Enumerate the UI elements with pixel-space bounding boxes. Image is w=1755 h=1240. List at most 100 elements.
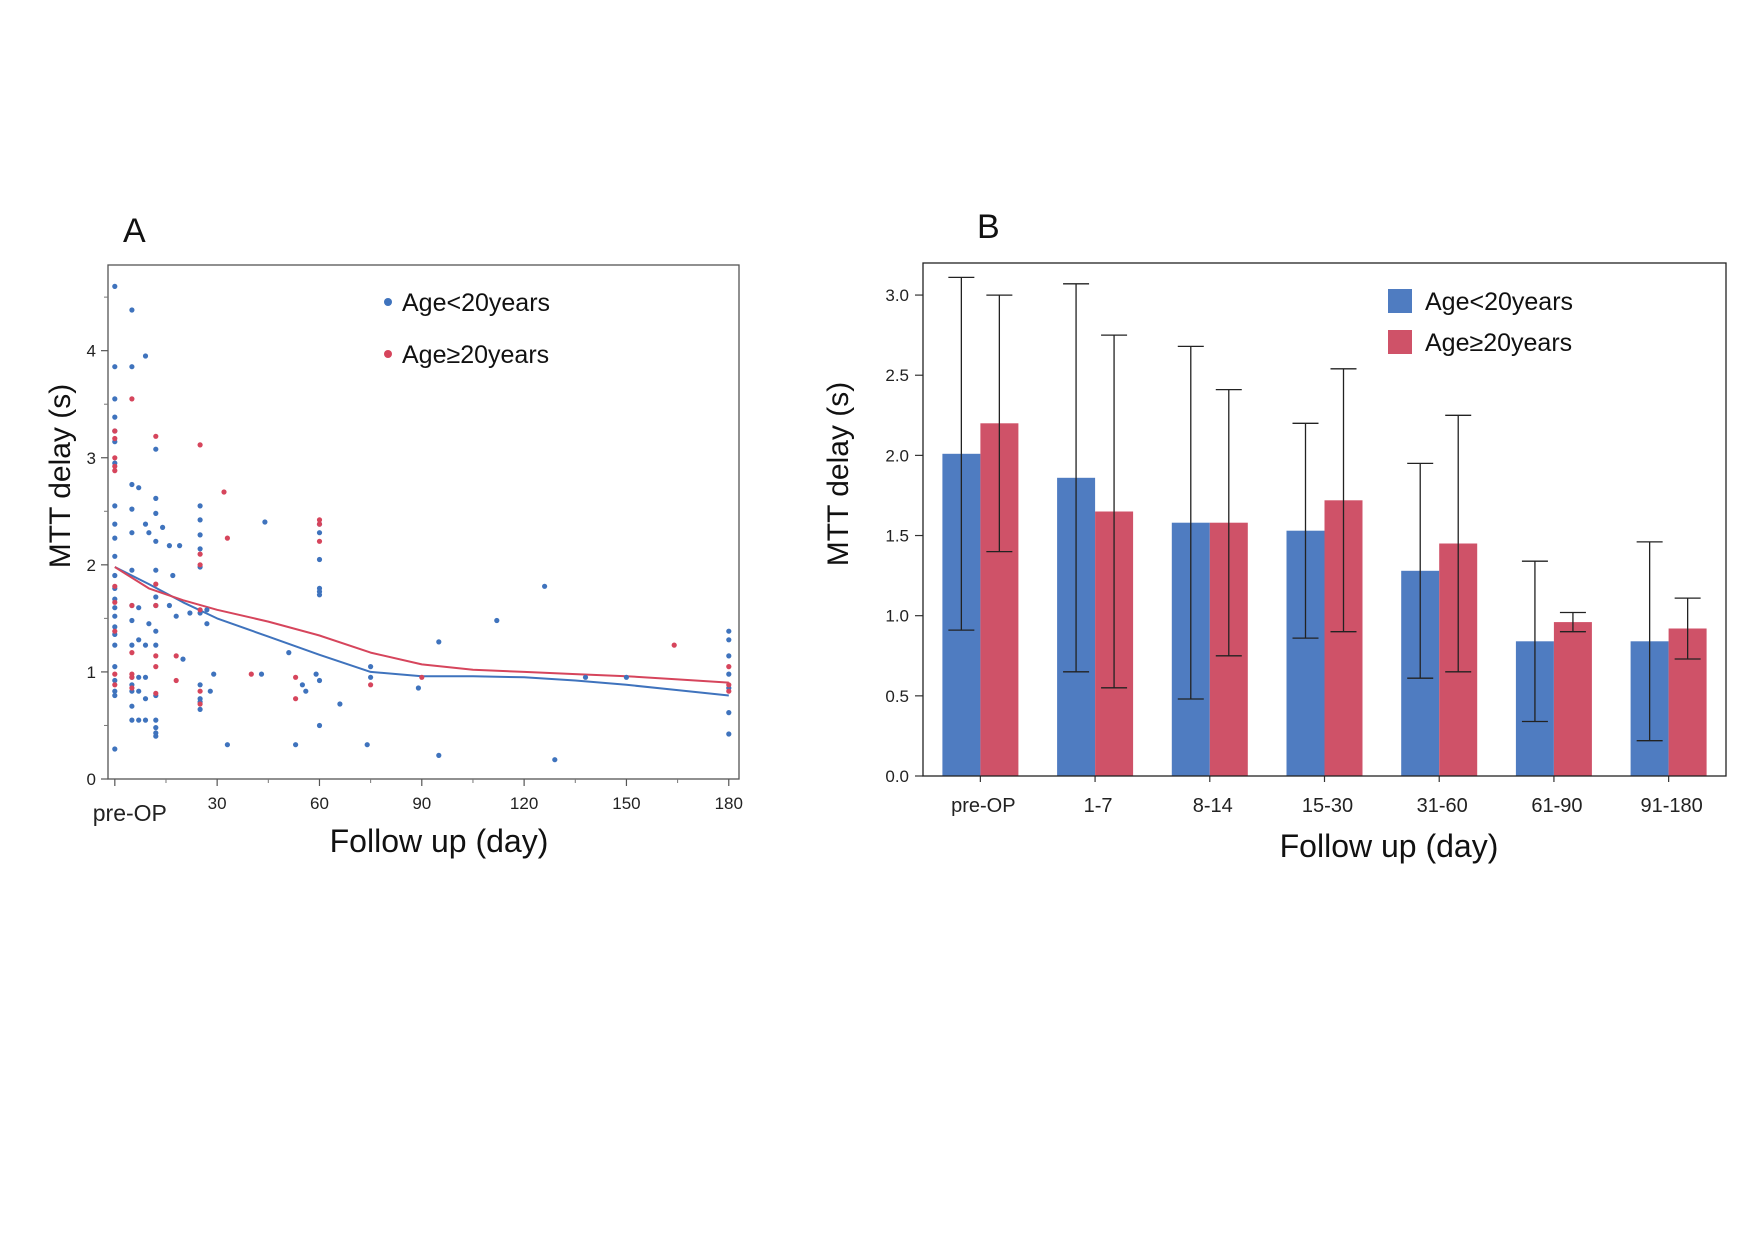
panel-a-point-s1-5	[112, 583, 118, 589]
panel-a-point-s1-1	[112, 435, 118, 442]
panel-a-point-s1-8	[112, 671, 118, 677]
panel-a-point-s0-118	[726, 653, 732, 659]
panel-a-point-s0-62	[153, 717, 159, 723]
panel-b-x-tick-label-6: 91-180	[1641, 795, 1703, 817]
panel-a-point-s1-31	[224, 535, 230, 541]
panel-a-point-s0-91	[286, 650, 292, 656]
panel-a-point-s1-41	[726, 664, 732, 670]
panel-a-point-s0-18	[112, 642, 118, 648]
panel-a-point-s0-77	[197, 546, 203, 552]
panel-a-point-s0-44	[142, 353, 149, 359]
panel-a-point-s0-48	[142, 696, 149, 702]
panel-a-point-s0-54	[153, 510, 159, 516]
panel-a-point-s0-23	[112, 746, 118, 752]
panel-a-point-s1-37	[316, 538, 323, 544]
panel-a-point-s1-24	[197, 442, 203, 448]
panel-a-point-s1-36	[316, 521, 323, 527]
panel-a-points	[112, 283, 732, 763]
panel-a-x-tick-label-2: 60	[310, 794, 329, 813]
panel-a-point-s0-84	[204, 607, 210, 613]
panel-a-point-s0-53	[153, 495, 159, 501]
panel-a-x-tick-label-6: 180	[715, 794, 743, 813]
panel-a-point-s0-74	[197, 503, 203, 509]
panel-a-y-tick-label-2: 2	[87, 556, 96, 575]
panel-a-point-s0-16	[112, 624, 118, 630]
panel-a-point-s0-97	[316, 530, 323, 536]
panel-a-point-s0-28	[129, 530, 135, 536]
panel-a-point-s0-11	[112, 572, 118, 579]
panel-a-legend-marker-over20	[384, 350, 392, 358]
panel-a-x-tick-label-4: 120	[510, 794, 538, 813]
panel-a-point-s0-1	[112, 364, 118, 370]
panel-a-point-s1-0	[112, 428, 118, 434]
panel-a-point-s0-75	[197, 517, 203, 523]
panel-a-point-s1-32	[248, 671, 254, 677]
panel-a-point-s0-32	[129, 642, 135, 648]
panel-a-point-s0-14	[112, 605, 118, 611]
panel-b-label: B	[977, 208, 1000, 246]
panel-b-error-bars	[948, 276, 1701, 742]
panel-a-point-s0-38	[136, 485, 142, 491]
panel-a-point-s0-98	[316, 556, 323, 563]
panel-a-point-s0-115	[623, 674, 630, 680]
panel-a-point-s0-31	[129, 617, 135, 624]
panel-b-y-tick-label-6: 3.0	[885, 286, 909, 305]
panel-a-point-s0-88	[224, 742, 230, 748]
panel-a-x-tick-label-1: 30	[208, 794, 227, 813]
panel-b-legend-label-over20: Age≥20years	[1425, 329, 1572, 357]
panel-a-point-s1-16	[153, 433, 159, 439]
panel-a-point-s0-59	[153, 628, 159, 634]
panel-a-point-s1-18	[153, 602, 159, 609]
panel-a-axis-ticks: 0 1 2 3 4 pre-OP 30 60 90 120 150 180	[87, 296, 743, 826]
panel-a-point-s0-112	[542, 583, 548, 589]
panel-a-point-s1-39	[419, 674, 425, 680]
panel-a-point-s0-85	[204, 621, 210, 627]
panel-a-point-s1-26	[197, 562, 203, 568]
panel-a-point-s1-33	[293, 674, 299, 680]
panel-a-point-s1-25	[197, 551, 203, 557]
panel-a-point-s0-9	[112, 535, 118, 541]
panel-a-point-s0-39	[136, 605, 142, 611]
panel-a-legend: Age<20years Age≥20years	[384, 289, 550, 369]
panel-a-y-tick-label-0: 0	[87, 770, 96, 789]
panel-a-point-s1-22	[173, 653, 179, 659]
panel-a-point-s0-42	[136, 688, 142, 694]
panel-a-x-tick-label-0: pre-OP	[93, 800, 167, 826]
panel-a-point-s0-80	[197, 682, 203, 688]
panel-a-point-s0-121	[726, 710, 732, 716]
panel-a-point-s0-76	[197, 532, 203, 538]
panel-a-point-s0-119	[726, 671, 732, 677]
panel-a-point-s0-36	[129, 703, 135, 709]
panel-b-y-axis-label: MTT delay (s)	[822, 382, 855, 566]
panel-b-x-tick-label-5: 61-90	[1531, 795, 1582, 817]
panel-a-point-s0-67	[166, 543, 172, 549]
panel-a-point-s0-10	[112, 553, 118, 559]
panel-a-point-s0-72	[180, 656, 186, 662]
panel-a-x-axis-label: Follow up (day)	[330, 823, 549, 859]
panel-b-x-tick-label-0: pre-OP	[951, 795, 1015, 817]
panel-a-label: A	[123, 212, 146, 250]
panel-b-y-tick-label-5: 2.5	[885, 366, 909, 385]
panel-a-point-s1-23	[173, 677, 179, 684]
panel-a-point-s0-114	[582, 674, 589, 680]
panel-a-point-s0-73	[187, 610, 193, 616]
panel-a: A 0 1 2 3 4 pre-OP 30 60 90 120 150 180 Follow up (…	[44, 212, 743, 859]
panel-a-legend-label-over20: Age≥20years	[402, 341, 549, 369]
panel-a-trend-lines	[114, 566, 729, 697]
panel-a-point-s1-4	[112, 468, 118, 474]
panel-b-legend-swatch-over20	[1388, 330, 1412, 354]
panel-a-point-s0-24	[129, 307, 135, 313]
panel-a-trend-line-0	[114, 566, 729, 697]
panel-a-point-s0-49	[142, 717, 149, 723]
panel-a-point-s0-116	[726, 628, 732, 634]
panel-a-point-s0-122	[726, 731, 732, 737]
panel-a-x-tick-label-3: 90	[412, 794, 431, 813]
panel-a-point-s0-51	[146, 621, 152, 627]
panel-a-point-s0-0	[112, 283, 118, 289]
panel-a-legend-marker-under20	[384, 298, 392, 306]
panel-a-point-s1-27	[197, 607, 203, 613]
panel-a-point-s0-40	[136, 637, 142, 643]
panel-a-point-s0-7	[112, 503, 118, 509]
panel-a-point-s0-27	[129, 506, 135, 512]
panel-a-point-s0-83	[197, 706, 203, 713]
